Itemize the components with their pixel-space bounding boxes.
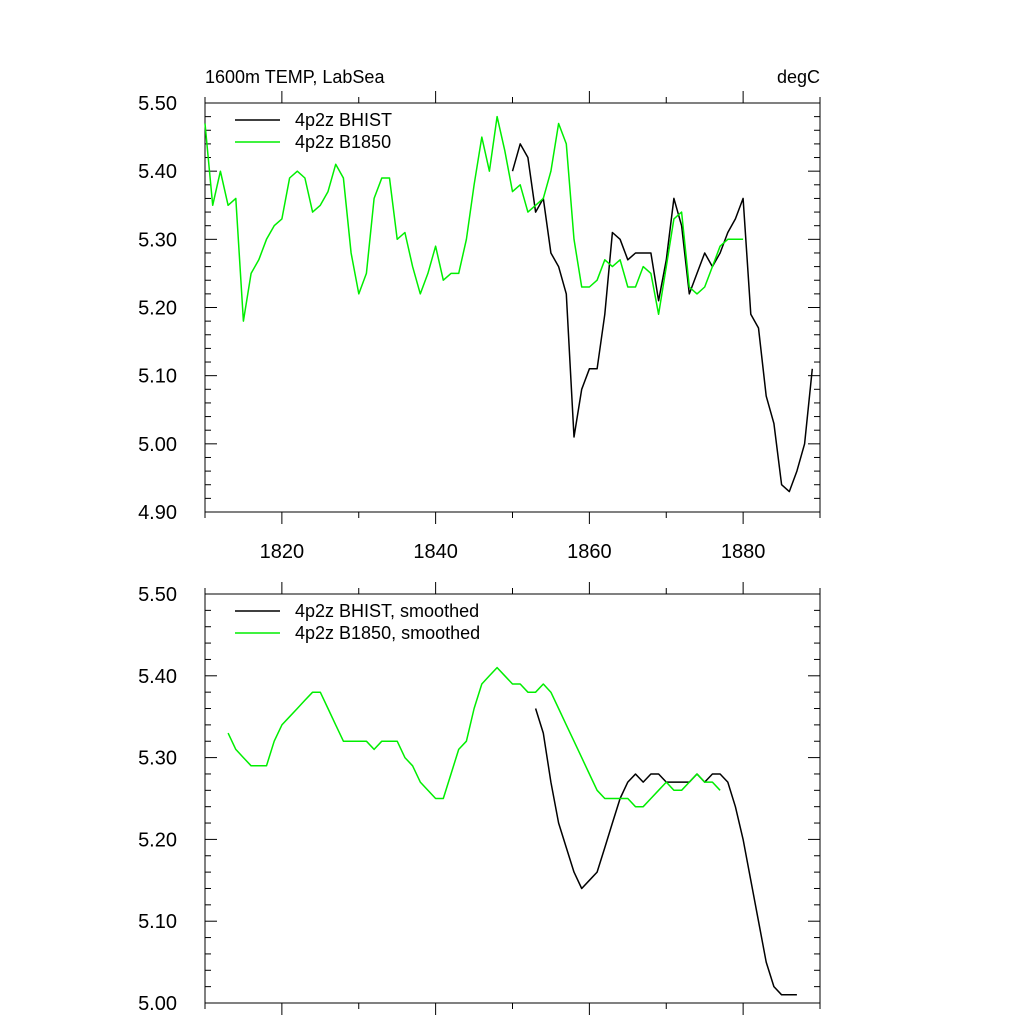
y-tick-label: 5.20 <box>138 298 177 320</box>
y-tick-label: 5.10 <box>138 366 177 388</box>
chart-title: 1600m TEMP, LabSea <box>205 67 385 87</box>
x-tick-label: 1880 <box>721 541 766 563</box>
chart-panel-1: 1600m TEMP, LabSea degC 4.90 5.00 5.10 5.20 5.… <box>138 67 821 563</box>
x-tick-label: 1860 <box>567 541 612 563</box>
y-tick-label: 5.10 <box>138 911 177 933</box>
y-tick-label: 5.40 <box>138 161 177 183</box>
y-tick-label: 5.30 <box>138 229 177 251</box>
y-tick-label: 4.90 <box>138 502 177 524</box>
legend-label: 4p2z BHIST <box>295 110 392 130</box>
series-line-b1850 <box>204 115 744 322</box>
chart-panel-2: 5.00 5.10 5.20 5.30 5.40 5.50 4p2z BHIST, smoo… <box>138 582 821 1015</box>
series-line-bhist <box>534 708 797 996</box>
y-tick-label: 5.00 <box>138 993 177 1015</box>
y-tick-label: 5.20 <box>138 829 177 851</box>
legend-label: 4p2z B1850 <box>295 132 391 152</box>
x-tick-label: 1820 <box>260 541 305 563</box>
x-tick-label: 1840 <box>413 541 458 563</box>
legend-label: 4p2z B1850, smoothed <box>295 623 480 643</box>
y-tick-label: 5.00 <box>138 434 177 456</box>
y-tick-label: 5.50 <box>138 93 177 115</box>
series-line-b1850 <box>227 666 721 808</box>
plot-frame <box>204 593 821 1004</box>
y-tick-label: 5.50 <box>138 584 177 606</box>
series-line-bhist <box>511 143 814 493</box>
legend-label: 4p2z BHIST, smoothed <box>295 601 479 621</box>
plot-frame <box>204 102 821 513</box>
chart-units: degC <box>777 67 820 87</box>
y-tick-label: 5.30 <box>138 748 177 770</box>
y-tick-label: 5.40 <box>138 666 177 688</box>
